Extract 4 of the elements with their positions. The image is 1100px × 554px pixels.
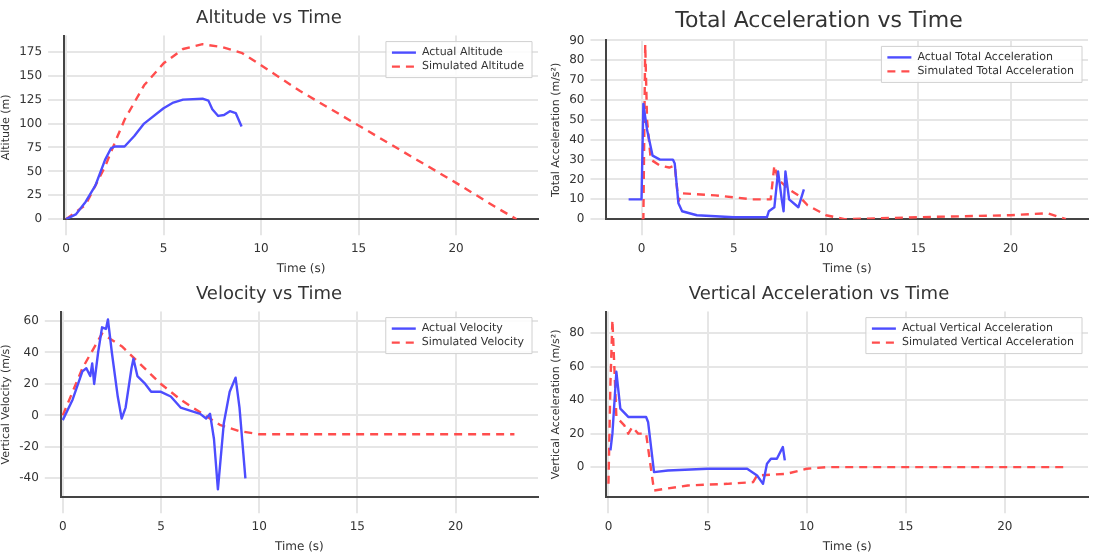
- chart-title: Total Acceleration vs Time: [673, 6, 964, 33]
- chart-title: Vertical Acceleration vs Time: [688, 285, 951, 306]
- chart-title: Altitude vs Time: [196, 9, 343, 30]
- chart-title: Velocity vs Time: [195, 285, 343, 306]
